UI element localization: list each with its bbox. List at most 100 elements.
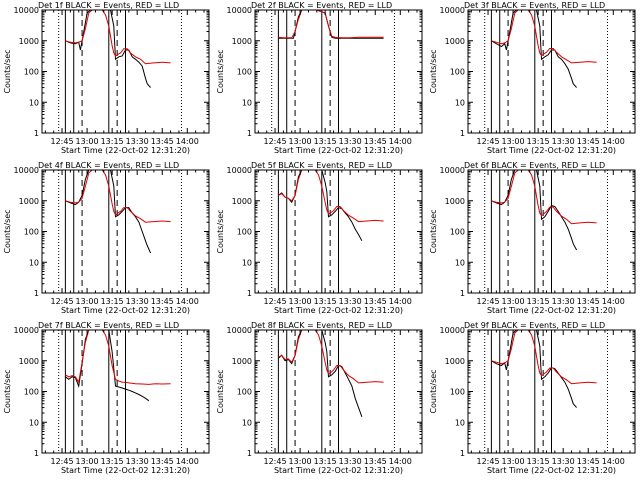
y-tick-label: 10000	[227, 166, 252, 175]
x-tick-label: 12:45	[477, 137, 500, 146]
x-tick-label: 12:45	[51, 137, 74, 146]
panel-title: Det 1f BLACK = Events, RED = LLD	[38, 1, 179, 10]
y-tick-label: 10	[455, 98, 465, 107]
panel-title: Det 5f BLACK = Events, RED = LLD	[251, 161, 392, 170]
series-line-events	[278, 330, 363, 417]
panel-4: 1 10 100 1000 10000 12:45 13:00 13:15 13:30 13:45…	[3, 161, 210, 315]
x-axis-label: Start Time (22-Oct-02 12:31:20)	[61, 466, 190, 475]
y-axis-label: Counts/sec	[216, 209, 225, 253]
y-tick-label: 1000	[445, 197, 465, 206]
panel-7: 1 10 100 1000 10000 12:45 13:00 13:15 13:30 13:45…	[3, 321, 210, 475]
x-tick-label: 13:15	[101, 457, 124, 466]
panel-5: 1 10 100 1000 10000 12:45 13:00 13:15 13:30 13:45…	[216, 161, 423, 315]
x-tick-label: 12:45	[264, 297, 287, 306]
y-tick-label: 1000	[232, 37, 252, 46]
y-tick-label: 1	[34, 129, 39, 138]
series-line-lld	[65, 170, 171, 223]
x-tick-label: 13:30	[339, 457, 362, 466]
y-tick-label: 10	[242, 418, 252, 427]
y-axis-label: Counts/sec	[3, 369, 12, 413]
x-tick-label: 13:45	[364, 457, 387, 466]
x-axis-label: Start Time (22-Oct-02 12:31:20)	[61, 306, 190, 315]
x-tick-label: 14:00	[176, 297, 199, 306]
series-line-lld	[491, 170, 597, 225]
x-tick-label: 13:45	[151, 297, 174, 306]
y-tick-label: 10	[242, 98, 252, 107]
series-line-events	[278, 170, 363, 242]
x-tick-label: 12:45	[51, 457, 74, 466]
y-tick-label: 10	[455, 418, 465, 427]
panel-1: 1 10 100 1000 10000 12:45 13:00 13:15 13:30 13:45…	[3, 1, 210, 155]
y-tick-label: 1	[460, 449, 465, 458]
x-axis-label: Start Time (22-Oct-02 12:31:20)	[61, 146, 190, 155]
x-axis-label: Start Time (22-Oct-02 12:31:20)	[274, 306, 403, 315]
series-line-lld	[278, 10, 384, 39]
x-tick-label: 13:00	[76, 137, 99, 146]
y-tick-label: 10	[29, 258, 39, 267]
x-tick-label: 13:45	[364, 297, 387, 306]
x-tick-label: 13:00	[502, 297, 525, 306]
y-tick-label: 1000	[19, 357, 39, 366]
series-line-events	[491, 330, 577, 408]
y-tick-label: 1000	[445, 357, 465, 366]
x-tick-label: 13:45	[577, 137, 600, 146]
x-tick-label: 14:00	[389, 137, 412, 146]
x-axis-label: Start Time (22-Oct-02 12:31:20)	[487, 306, 616, 315]
series-line-lld	[278, 330, 384, 384]
x-tick-label: 13:15	[314, 297, 337, 306]
panel-2: 1 10 100 1000 10000 12:45 13:00 13:15 13:30 13:45…	[216, 1, 423, 155]
x-tick-label: 13:30	[552, 457, 575, 466]
series-line-events	[491, 170, 578, 251]
y-tick-label: 100	[24, 388, 39, 397]
x-tick-label: 14:00	[389, 457, 412, 466]
panel-3: 1 10 100 1000 10000 12:45 13:00 13:15 13:30 13:45…	[429, 1, 636, 155]
x-tick-label: 14:00	[602, 297, 625, 306]
x-tick-label: 13:15	[101, 137, 124, 146]
x-tick-label: 14:00	[602, 137, 625, 146]
series-line-lld	[491, 10, 597, 64]
x-tick-label: 13:00	[502, 137, 525, 146]
panel-title: Det 2f BLACK = Events, RED = LLD	[251, 1, 392, 10]
y-tick-label: 10	[242, 258, 252, 267]
series-line-events	[65, 10, 151, 88]
x-tick-label: 13:00	[289, 137, 312, 146]
panel-title: Det 6f BLACK = Events, RED = LLD	[464, 161, 605, 170]
y-tick-label: 10	[455, 258, 465, 267]
y-tick-label: 1	[247, 129, 252, 138]
x-axis-label: Start Time (22-Oct-02 12:31:20)	[274, 466, 403, 475]
x-tick-label: 14:00	[176, 137, 199, 146]
series-line-lld	[65, 10, 171, 65]
panel-title: Det 3f BLACK = Events, RED = LLD	[464, 1, 605, 10]
x-tick-label: 13:30	[552, 137, 575, 146]
x-tick-label: 13:15	[527, 297, 550, 306]
y-tick-label: 1000	[19, 197, 39, 206]
y-tick-label: 1000	[232, 197, 252, 206]
series-line-events	[65, 170, 152, 254]
y-axis-label: Counts/sec	[3, 209, 12, 253]
y-tick-label: 10	[29, 98, 39, 107]
x-tick-label: 13:00	[502, 457, 525, 466]
x-tick-label: 12:45	[477, 297, 500, 306]
x-axis-label: Start Time (22-Oct-02 12:31:20)	[274, 146, 403, 155]
y-tick-label: 100	[450, 388, 465, 397]
y-tick-label: 100	[237, 388, 252, 397]
y-axis-label: Counts/sec	[3, 49, 12, 93]
y-tick-label: 1	[247, 449, 252, 458]
y-tick-label: 10000	[227, 6, 252, 15]
x-tick-label: 14:00	[602, 457, 625, 466]
series-line-lld	[278, 170, 384, 223]
panel-title: Det 7f BLACK = Events, RED = LLD	[38, 321, 179, 330]
y-axis-label: Counts/sec	[429, 369, 438, 413]
x-tick-label: 12:45	[477, 457, 500, 466]
x-tick-label: 13:00	[76, 297, 99, 306]
y-axis-label: Counts/sec	[429, 49, 438, 93]
y-tick-label: 1	[460, 289, 465, 298]
panel-title: Det 9f BLACK = Events, RED = LLD	[464, 321, 605, 330]
x-tick-label: 13:00	[76, 457, 99, 466]
panel-title: Det 4f BLACK = Events, RED = LLD	[38, 161, 179, 170]
y-tick-label: 1	[34, 289, 39, 298]
x-tick-label: 13:30	[126, 297, 149, 306]
x-tick-label: 14:00	[389, 297, 412, 306]
x-tick-label: 12:45	[51, 297, 74, 306]
